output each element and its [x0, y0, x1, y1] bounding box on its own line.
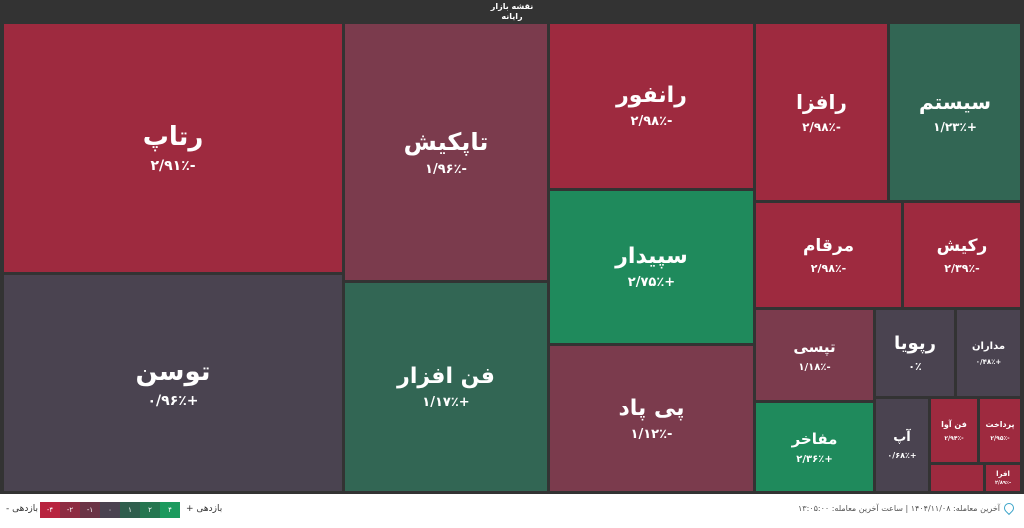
tile-symbol: مفاخر [791, 429, 838, 448]
tile-change: +۱/۱۷٪ [422, 395, 470, 410]
tile-symbol: رپویا [894, 333, 936, 354]
treemap-tile[interactable]: رافزا -۲/۹۸٪ [756, 24, 887, 200]
page-subtitle: رایانه [501, 12, 523, 21]
tile-symbol: رانفور [616, 83, 687, 108]
tile-symbol: مداران [971, 340, 1006, 352]
legend-step: ۴ [160, 502, 180, 518]
legend-step: -۱ [80, 502, 100, 518]
tile-change: -۲/۸۹٪ [994, 480, 1012, 486]
tile-symbol: توسن [135, 357, 211, 387]
tile-change: +۰/۹۶٪ [147, 393, 199, 409]
tile-symbol: رتاپ [142, 122, 204, 152]
treemap-tile[interactable]: رکیش -۲/۳۹٪ [904, 203, 1020, 307]
page-title: نقشه بازار [490, 2, 534, 11]
tile-change: +۲/۷۵٪ [627, 275, 676, 290]
tile-symbol: افرا [996, 470, 1010, 478]
legend-positive-label: بازدهی + [186, 504, 223, 514]
tile-symbol: رافزا [796, 90, 847, 114]
treemap-tile[interactable]: مفاخر +۲/۳۶٪ [756, 403, 873, 491]
tile-symbol: تاپکیش [403, 127, 489, 156]
tile-change: +۱/۲۳٪ [933, 120, 977, 134]
treemap-tile[interactable]: تپسی -۱/۱۸٪ [756, 310, 873, 400]
tile-change: -۲/۳۹٪ [944, 261, 980, 275]
treemap-tile[interactable]: مداران +۰/۴۸٪ [957, 310, 1020, 396]
treemap-tile[interactable]: رتاپ -۲/۹۱٪ [4, 24, 342, 272]
treemap-tile[interactable]: سپیدار +۲/۷۵٪ [550, 191, 753, 343]
tile-change: -۱/۱۲٪ [630, 426, 673, 442]
last-trade-info: آخرین معامله: ۱۴۰۴/۱۱/۰۸ | ساعت آخرین مع… [798, 504, 1000, 513]
tile-symbol: سپیدار [615, 244, 688, 269]
treemap-tile[interactable]: فن آوا -۲/۹۴٪ [931, 399, 977, 462]
treemap-tile[interactable]: توسن +۰/۹۶٪ [4, 275, 342, 491]
tile-symbol: فن افزار [397, 364, 495, 389]
tile-change: +۲/۳۶٪ [796, 453, 833, 465]
tile-symbol: مرقام [802, 235, 855, 256]
tile-change: -۲/۹۴٪ [944, 434, 964, 442]
tile-symbol: فن آوا [941, 419, 967, 429]
tile-change: +۰/۴۸٪ [975, 357, 1002, 366]
tile-change: -۲/۹۸٪ [810, 261, 847, 275]
legend-negative-label: بازدهی - [6, 504, 38, 514]
treemap-tile[interactable]: رپویا ۰٪ [876, 310, 954, 396]
legend-step: -۲ [60, 502, 80, 518]
location-pin-icon [1001, 500, 1017, 516]
title-bar: نقشه بازار رایانه [0, 0, 1024, 24]
tile-change: ۰٪ [908, 360, 922, 373]
legend-step: -۴ [40, 502, 60, 518]
tile-symbol: رکیش [936, 235, 988, 256]
treemap-tile[interactable]: مرقام -۲/۹۸٪ [756, 203, 901, 307]
tile-change: -۱/۱۸٪ [798, 361, 831, 373]
tile-change: -۲/۹۵٪ [990, 434, 1010, 442]
tile-change: -۲/۹۸٪ [802, 120, 841, 134]
treemap-tile[interactable]: رانفور -۲/۹۸٪ [550, 24, 753, 188]
footer: بازدهی - -۴ -۲ -۱ ۰ ۱ ۲ ۴ بازدهی + آخرین معامل… [0, 494, 1024, 528]
treemap-tile[interactable]: پی پاد -۱/۱۲٪ [550, 346, 753, 491]
tile-symbol: تپسی [793, 337, 836, 356]
tile-symbol: پرداخت [985, 419, 1015, 429]
treemap-tile[interactable]: پرداخت -۲/۹۵٪ [980, 399, 1020, 462]
tile-symbol: پی پاد [618, 395, 685, 421]
legend-step: ۱ [120, 502, 140, 518]
legend-step: ۰ [100, 502, 120, 518]
tile-change: -۱/۹۶٪ [425, 161, 467, 177]
tile-change: +۰/۶۸٪ [887, 451, 917, 460]
tile-change: -۲/۹۸٪ [630, 114, 673, 129]
treemap-tile[interactable] [931, 465, 983, 491]
treemap-tile[interactable]: آپ +۰/۶۸٪ [876, 399, 928, 491]
treemap-tile[interactable]: افرا -۲/۸۹٪ [986, 465, 1020, 491]
color-legend: -۴ -۲ -۱ ۰ ۱ ۲ ۴ [40, 502, 180, 518]
tile-change: -۲/۹۱٪ [150, 158, 196, 174]
treemap: رتاپ -۲/۹۱٪ توسن +۰/۹۶٪ تاپکیش -۱/۹۶٪ فن افزار… [0, 24, 1024, 494]
treemap-tile[interactable]: سیستم +۱/۲۳٪ [890, 24, 1020, 200]
tile-symbol: آپ [893, 430, 911, 445]
treemap-tile[interactable]: تاپکیش -۱/۹۶٪ [345, 24, 547, 280]
tile-symbol: سیستم [918, 90, 992, 114]
treemap-tile[interactable]: فن افزار +۱/۱۷٪ [345, 283, 547, 491]
legend-step: ۲ [140, 502, 160, 518]
